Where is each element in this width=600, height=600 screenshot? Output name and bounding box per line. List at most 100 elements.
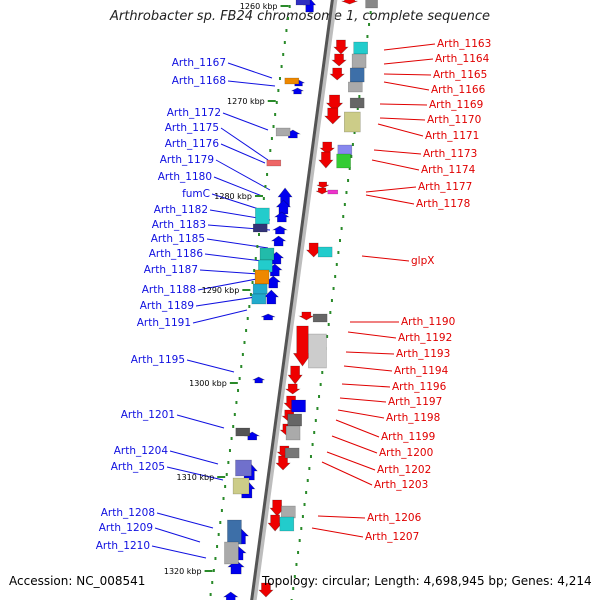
tick-mark (282, 53, 285, 56)
gene-feature-box (252, 283, 268, 295)
forward-gene-arrow (263, 289, 280, 305)
tick-mark (303, 503, 306, 506)
tick-mark (353, 131, 356, 134)
gene-labels: Arth_1167 Arth_1168 Arth_1172 Arth_1175 Arth… (96, 38, 492, 552)
leader-line (341, 383, 391, 388)
gene-label-arth_1179: Arth_1179 (160, 154, 214, 166)
gene-label-arth_1204: Arth_1204 (114, 445, 169, 457)
reverse-gene-arrow (341, 0, 358, 5)
forward-gene-arrow (291, 87, 304, 95)
tick-mark (309, 455, 312, 458)
gene-label-arth_1208: Arth_1208 (101, 507, 155, 519)
gene-label-arth_1202: Arth_1202 (377, 464, 431, 476)
tick-mark (297, 551, 300, 554)
gene-label-arth_1195: Arth_1195 (131, 354, 185, 366)
tick-mark (301, 515, 304, 518)
gene-label-arth_1178: Arth_1178 (416, 198, 470, 210)
leader-line (176, 414, 225, 429)
gene-label-fumc: fumC (182, 188, 210, 200)
tick-mark (311, 443, 314, 446)
gene-label-arth_1185: Arth_1185 (151, 233, 205, 245)
tick-mark (227, 461, 230, 464)
leader-line (311, 527, 364, 538)
tick-mark (209, 593, 212, 596)
tick-mark (347, 179, 350, 182)
gene-label-arth_1175: Arth_1175 (165, 122, 219, 134)
gene-feature-box (295, 0, 311, 6)
forward-gene-arrow (252, 376, 265, 384)
tick-mark (278, 77, 281, 80)
leader-line (169, 450, 219, 465)
leader-line (215, 159, 271, 191)
tick-mark (211, 581, 214, 584)
gene-label-arth_1164: Arth_1164 (435, 53, 490, 65)
tick-mark (332, 287, 335, 290)
tick-mark (246, 317, 249, 320)
gene-feature-box (349, 67, 365, 83)
leader-line (156, 512, 214, 529)
leader-line (227, 80, 276, 87)
scale-labels: 1260 kbp 1270 kbp 1280 kbp 1290 kbp 1300 kbp… (164, 2, 289, 576)
tick-mark (358, 95, 361, 98)
tick-mark (270, 137, 273, 140)
gene-label-arth_1209: Arth_1209 (99, 522, 153, 534)
gene-feature-box (351, 53, 367, 69)
gene-feature-box (291, 399, 306, 413)
gene-feature-box (317, 246, 333, 258)
tick-mark (217, 533, 220, 536)
forward-gene-arrow (275, 199, 292, 215)
reverse-gene-arrow (324, 107, 342, 125)
scale-label: 1300 kbp (189, 379, 227, 388)
tick-mark (230, 437, 233, 440)
gene-label-arth_1200: Arth_1200 (379, 447, 433, 459)
map-title: Arthrobacter sp. FB24 chromosome 1, comp… (109, 9, 491, 24)
leader-line (335, 419, 380, 438)
leader-line (343, 365, 393, 372)
gene-label-arth_1171: Arth_1171 (425, 130, 479, 142)
leader-line (339, 397, 387, 403)
tick-mark (233, 413, 236, 416)
tick-mark (254, 257, 257, 260)
leader-line (379, 103, 428, 106)
scale-label: 1290 kbp (202, 286, 240, 295)
leader-line (151, 545, 207, 559)
reverse-gene-arrow (298, 311, 315, 321)
gene-label-arth_1190: Arth_1190 (401, 316, 455, 328)
tick-mark (212, 569, 215, 572)
gene-label-arth_1186: Arth_1186 (149, 248, 204, 260)
leader-line (206, 238, 269, 249)
reverse-gene-arrow (287, 365, 303, 385)
gene-label-arth_1189: Arth_1189 (140, 300, 194, 312)
gene-feature-box (284, 77, 300, 85)
reverse-gene-arrow (305, 242, 322, 258)
gene-label-arth_1194: Arth_1194 (394, 365, 449, 377)
tick-mark (225, 473, 228, 476)
tick-mark (369, 11, 372, 14)
gene-feature-box (235, 427, 251, 437)
reverse-gene-arrow (319, 141, 336, 155)
gene-feature-box (287, 413, 302, 427)
reverse-gene-arrow (292, 325, 313, 367)
gene-label-arth_1168: Arth_1168 (172, 75, 226, 87)
gene-feature-box (285, 425, 301, 441)
leader-line (186, 359, 235, 373)
tick-mark (368, 23, 371, 26)
gene-label-arth_1166: Arth_1166 (431, 84, 486, 96)
tick-mark (340, 227, 343, 230)
gene-label-arth_1163: Arth_1163 (437, 38, 491, 50)
tick-mark (253, 269, 256, 272)
gene-label-arth_1173: Arth_1173 (423, 148, 477, 160)
gene-feature-box (254, 269, 270, 285)
tick-mark (318, 395, 321, 398)
gene-feature-box (344, 111, 361, 133)
gene-label-arth_1203: Arth_1203 (374, 479, 428, 491)
scale-label: 1310 kbp (177, 473, 215, 482)
tick-mark (235, 401, 238, 404)
leader-line (383, 81, 430, 91)
forward-gene-arrow (277, 187, 293, 207)
tick-mark (219, 521, 222, 524)
reverse-gene-arrow (318, 151, 334, 169)
tick-mark (339, 239, 342, 242)
reverse-gene-arrow (331, 53, 347, 67)
tick-mark (335, 263, 338, 266)
